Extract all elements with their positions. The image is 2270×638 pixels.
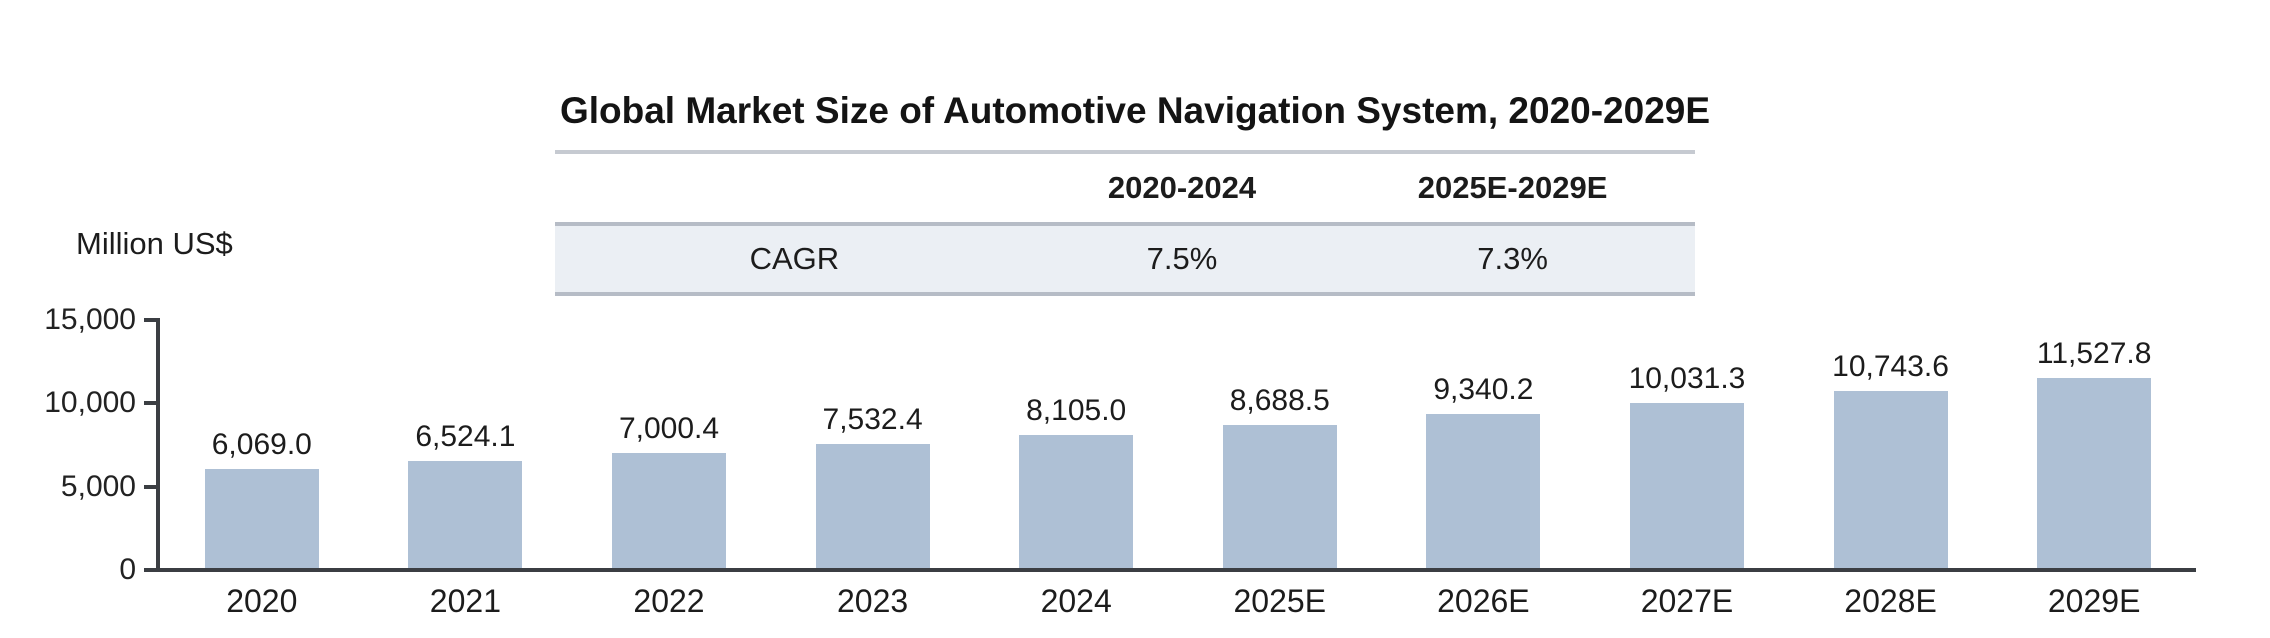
bar-group-2025E: 8,688.5 bbox=[1178, 320, 1382, 570]
bar-group-2026E: 9,340.2 bbox=[1382, 320, 1586, 570]
bar-2023 bbox=[815, 444, 930, 570]
bar-value-label: 6,524.1 bbox=[415, 420, 516, 453]
x-axis-label-2023: 2023 bbox=[836, 583, 909, 619]
y-axis-line bbox=[156, 318, 160, 572]
x-axis-label-2025E: 2025E bbox=[1233, 583, 1327, 619]
y-axis-tick bbox=[144, 401, 158, 406]
bar-value-label: 10,031.3 bbox=[1628, 362, 1746, 395]
y-axis-tick-label: 15,000 bbox=[44, 303, 136, 336]
cagr-table-header-row: 2020-2024 2025E-2029E bbox=[555, 150, 1695, 226]
bar-2022 bbox=[611, 453, 726, 570]
bar-group-2027E: 10,031.3 bbox=[1585, 320, 1789, 570]
x-axis-label-2027E: 2027E bbox=[1640, 583, 1734, 619]
y-axis-tick-label: 0 bbox=[119, 553, 136, 586]
bar-2026E bbox=[1426, 414, 1541, 570]
bar-2027E bbox=[1629, 403, 1744, 570]
bar-group-2029E: 11,527.8 bbox=[1992, 320, 2196, 570]
bar-value-label: 10,743.6 bbox=[1832, 350, 1949, 383]
y-axis-tick bbox=[144, 568, 158, 572]
y-axis-tick-label: 5,000 bbox=[60, 469, 136, 503]
x-axis-label-2021: 2021 bbox=[429, 583, 501, 619]
bar-group-2020: 6,069.0 bbox=[160, 320, 364, 570]
bar-2028E bbox=[1833, 391, 1948, 570]
bar-value-label: 6,069.0 bbox=[211, 428, 312, 461]
bar-value-label: 8,105.0 bbox=[1026, 394, 1127, 427]
x-axis-label-2026E: 2026E bbox=[1437, 583, 1530, 619]
bar-group-2021: 6,524.1 bbox=[364, 320, 568, 570]
cagr-table-value-row: CAGR 7.5% 7.3% bbox=[555, 226, 1695, 296]
bars-area: 6,069.0 6,524.1 7,000.4 7,532.4 8,105.0 8,688… bbox=[160, 320, 2196, 570]
y-axis-tick-label: 10,000 bbox=[44, 386, 136, 420]
x-axis-label-2024: 2024 bbox=[1040, 583, 1112, 619]
cagr-header-period-2: 2025E-2029E bbox=[1417, 170, 1608, 205]
bar-value-label: 11,527.8 bbox=[2036, 337, 2152, 370]
y-axis-tick bbox=[144, 484, 158, 489]
cagr-header-period-1: 2020-2024 bbox=[1107, 170, 1257, 205]
cagr-value-period-2: 7.3% bbox=[1477, 241, 1548, 276]
bar-value-label: 9,340.2 bbox=[1433, 373, 1534, 406]
bar-value-label: 8,688.5 bbox=[1229, 384, 1330, 417]
x-axis-label-2028E: 2028E bbox=[1844, 583, 1937, 619]
y-axis-tick bbox=[144, 318, 158, 322]
chart-title: Global Market Size of Automotive Navigat… bbox=[559, 90, 1711, 131]
bar-group-2024: 8,105.0 bbox=[974, 320, 1178, 570]
cagr-value-period-1: 7.5% bbox=[1146, 241, 1218, 276]
bar-2020 bbox=[204, 469, 319, 570]
x-axis-label-2020: 2020 bbox=[226, 583, 298, 619]
bar-group-2028E: 10,743.6 bbox=[1789, 320, 1993, 570]
x-axis-label-2029E: 2029E bbox=[2047, 583, 2141, 619]
cagr-table: 2020-2024 2025E-2029E CAGR 7.5% 7.3% bbox=[555, 150, 1695, 296]
bar-value-label: 7,000.4 bbox=[618, 412, 720, 445]
bar-2021 bbox=[408, 461, 523, 570]
x-axis-line bbox=[156, 568, 2196, 572]
bar-group-2023: 7,532.4 bbox=[771, 320, 975, 570]
x-axis-label-2022: 2022 bbox=[633, 583, 705, 619]
x-axis-labels: 2020 2021 2022 2023 2024 2025E 2026E 2027E 2028E… bbox=[160, 583, 2196, 620]
bar-2029E bbox=[2037, 378, 2152, 570]
bar-value-label: 7,532.4 bbox=[822, 403, 923, 436]
y-axis-unit-label: Million US$ bbox=[76, 226, 233, 261]
cagr-row-label: CAGR bbox=[749, 241, 840, 276]
bar-2025E bbox=[1222, 425, 1337, 570]
bar-2024 bbox=[1019, 435, 1134, 570]
bar-group-2022: 7,000.4 bbox=[567, 320, 771, 570]
